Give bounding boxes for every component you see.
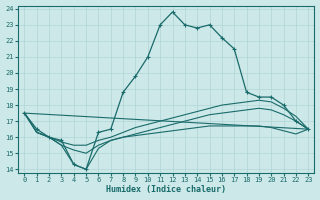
X-axis label: Humidex (Indice chaleur): Humidex (Indice chaleur) xyxy=(106,185,226,194)
